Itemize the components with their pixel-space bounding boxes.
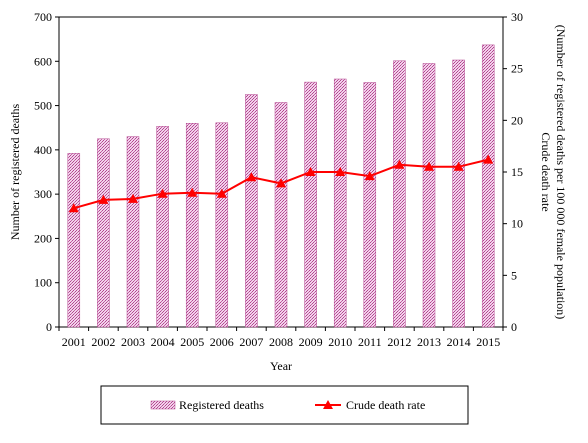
x-tick-label-2006: 2006 — [210, 335, 234, 349]
right-tick-label-15: 15 — [511, 165, 523, 179]
left-tick-label-100: 100 — [34, 276, 52, 290]
bar-2007 — [245, 94, 258, 328]
bar-2015 — [481, 44, 495, 328]
bar-2012 — [393, 60, 406, 328]
point-2002 — [98, 194, 109, 204]
x-tick-label-2010: 2010 — [328, 335, 352, 349]
point-2009 — [305, 167, 316, 176]
right-tick-label-25: 25 — [511, 62, 523, 76]
right-y-axis-title-line1: Crude death rate — [539, 132, 553, 211]
point-2012 — [394, 159, 405, 169]
bar-2002 — [97, 138, 110, 328]
x-axis: 2001 2002 2003 2004 2005 2006 2007 2008 2009 2010… — [58, 327, 504, 349]
point-2008 — [276, 178, 286, 188]
point-2014 — [453, 161, 464, 171]
right-tick-label-30: 30 — [511, 10, 523, 24]
point-2001 — [68, 203, 79, 213]
left-tick-label-200: 200 — [34, 231, 52, 245]
legend-label-registered-deaths: Registered deaths — [179, 398, 264, 412]
left-tick-label-500: 500 — [34, 99, 52, 113]
bar-2006 — [215, 122, 229, 328]
legend-marker-crude-death-rate — [323, 400, 333, 409]
right-tick-label-20: 20 — [511, 113, 523, 127]
left-tick-label-300: 300 — [34, 187, 52, 201]
point-2007 — [246, 172, 257, 182]
bar-2013 — [422, 63, 436, 328]
x-tick-label-2008: 2008 — [269, 335, 293, 349]
x-axis-title: Year — [270, 359, 292, 373]
bar-2009 — [304, 81, 317, 328]
x-tick-label-2009: 2009 — [299, 335, 323, 349]
bar-2004 — [156, 126, 169, 328]
left-y-axis-title: Number of registered deaths — [8, 104, 22, 241]
bar-2003 — [126, 136, 140, 328]
x-tick-label-2014: 2014 — [447, 335, 471, 349]
left-tick-label-0: 0 — [46, 320, 52, 334]
x-tick-label-2002: 2002 — [91, 335, 115, 349]
line-series-crude-death-rate — [68, 154, 494, 213]
point-2005 — [187, 187, 198, 197]
left-y-axis: 0 100 200 300 400 500 600 700 — [34, 10, 59, 334]
x-tick-label-2003: 2003 — [121, 335, 145, 349]
point-2011 — [364, 171, 375, 181]
point-2004 — [157, 188, 168, 198]
x-tick-label-2004: 2004 — [151, 335, 175, 349]
left-tick-label-700: 700 — [34, 10, 52, 24]
bar-2011 — [363, 82, 377, 328]
left-tick-label-600: 600 — [34, 54, 52, 68]
point-2006 — [216, 188, 227, 198]
bar-series-registered-deaths — [67, 44, 495, 328]
x-tick-label-2012: 2012 — [387, 335, 411, 349]
x-tick-label-2011: 2011 — [358, 335, 382, 349]
legend: Registered deaths Crude death rate — [100, 385, 469, 425]
bar-2005 — [185, 123, 199, 328]
right-tick-label-10: 10 — [511, 217, 523, 231]
legend-swatch-registered-deaths — [150, 400, 176, 410]
legend-label-crude-death-rate: Crude death rate — [346, 398, 425, 412]
x-tick-label-2015: 2015 — [476, 335, 500, 349]
left-tick-label-400: 400 — [34, 143, 52, 157]
x-tick-label-2013: 2013 — [417, 335, 441, 349]
x-tick-label-2005: 2005 — [180, 335, 204, 349]
point-2015 — [483, 154, 494, 164]
point-2013 — [424, 161, 434, 171]
bar-2008 — [274, 102, 288, 328]
point-2003 — [128, 193, 138, 203]
bar-2014 — [452, 59, 465, 328]
bar-2010 — [333, 78, 347, 328]
right-y-axis-title-line2: (Number of registered deaths per 100 000… — [554, 25, 568, 320]
right-y-axis: 0 5 10 15 20 25 30 — [503, 10, 523, 334]
right-tick-label-0: 0 — [511, 320, 517, 334]
point-2010 — [335, 167, 346, 176]
right-tick-label-5: 5 — [511, 268, 517, 282]
bar-2001 — [67, 153, 81, 328]
x-tick-label-2007: 2007 — [239, 335, 263, 349]
x-tick-label-2001: 2001 — [62, 335, 86, 349]
